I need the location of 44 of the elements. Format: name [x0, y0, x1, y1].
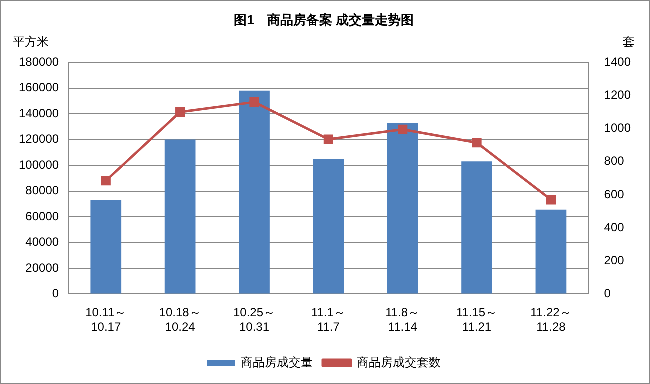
y2-tick-label: 400 — [604, 220, 625, 234]
x-tick-label: 11.8～ 11.14 — [386, 306, 420, 334]
y-tick-label: 20000 — [26, 260, 60, 275]
y2-tick-label: 1400 — [604, 54, 632, 69]
y2-tick-label: 1000 — [604, 121, 632, 136]
x-tick-label: 10.25～ 10.31 — [233, 306, 276, 334]
y-tick-label: 100000 — [18, 158, 60, 172]
point — [546, 195, 556, 205]
bar — [164, 140, 196, 294]
y2-tick-label: 600 — [604, 187, 625, 202]
point — [398, 124, 408, 134]
x-tick-label: 10.18～ 10.24 — [159, 306, 202, 334]
y-tick-label: 80000 — [26, 184, 60, 198]
chart-title: 图1 商品房备案 成交量走势图 — [234, 12, 414, 28]
point — [324, 134, 334, 144]
y2-tick-label: 800 — [604, 154, 625, 168]
bar — [536, 210, 567, 294]
point — [250, 98, 260, 108]
bar — [462, 162, 492, 294]
x-tick-label: 11.15～ 11.21 — [456, 306, 498, 334]
y-tick-label: 140000 — [18, 106, 60, 120]
x-tick-label: 11.22～ 11.28 — [530, 306, 572, 334]
y2-tick-label: 0 — [604, 286, 612, 301]
y-axis-title: 平方米 — [13, 34, 49, 49]
y2-tick-label: 200 — [604, 253, 625, 268]
x-tick-label: 10.11～ 10.17 — [86, 306, 127, 334]
legend-label: 商品房成交量 — [241, 355, 313, 370]
y2-tick-label: 1200 — [604, 88, 632, 102]
y-tick-label: 60000 — [26, 209, 60, 224]
x-tick-label: 11.1～ 11.7 — [311, 306, 346, 334]
y-tick-label: 40000 — [26, 235, 60, 250]
bar — [313, 159, 344, 294]
legend-label: 商品房成交套数 — [357, 355, 441, 370]
bar — [239, 90, 270, 294]
y-tick-label: 160000 — [18, 80, 60, 95]
point — [472, 138, 482, 148]
point — [176, 107, 186, 118]
bar — [90, 200, 122, 294]
y-tick-label: 180000 — [18, 54, 60, 69]
y-tick-label: 0 — [52, 286, 60, 301]
y-tick-label: 120000 — [18, 132, 60, 146]
y2-axis-title: 套 — [623, 34, 635, 49]
bar — [387, 123, 418, 294]
point — [101, 176, 111, 186]
